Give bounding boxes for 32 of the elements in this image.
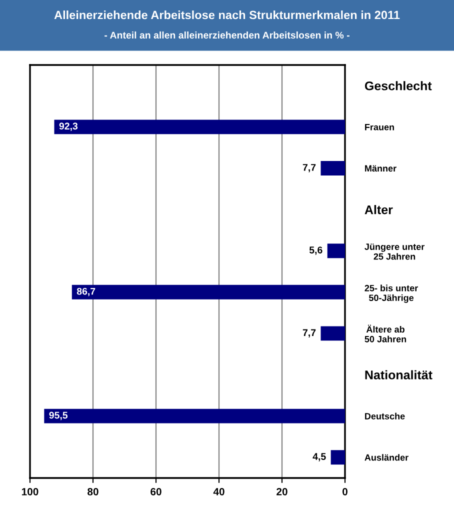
x-tick-label: 100	[22, 488, 38, 496]
chart-title: Alleinerziehende Arbeitslose nach Strukturmerkmalen in 2011	[54, 10, 400, 20]
bar	[320, 161, 345, 176]
bar	[72, 284, 345, 300]
data-label: 7,7	[302, 164, 316, 172]
bar	[327, 244, 345, 258]
bar	[330, 450, 345, 465]
data-label: 86,7	[76, 288, 96, 296]
data-label: 95,5	[49, 412, 68, 420]
y-tick-label: Ältere ab 50 Jahren	[364, 324, 406, 342]
x-tick-label: 80	[88, 488, 98, 496]
data-label: 92,3	[59, 122, 78, 131]
y-tick-label: Männer	[365, 165, 396, 172]
y-tick-label: Nationalität	[365, 370, 432, 380]
chart-subtitle: - Anteil an allen alleinerziehenden Arbeitslosen in % -	[104, 31, 350, 39]
y-tick-label: Deutsche	[365, 412, 405, 420]
x-tick-label: 60	[150, 488, 162, 496]
x-tick-label: 20	[276, 488, 288, 496]
y-tick-label: Frauen	[365, 124, 394, 130]
data-label: 5,6	[309, 246, 322, 255]
y-tick-label: Geschlecht	[364, 81, 432, 90]
bar	[320, 326, 345, 341]
y-tick-label: Jüngere unter 25 Jahren	[364, 244, 425, 260]
bar	[54, 120, 345, 134]
x-tick-label: 0	[342, 488, 348, 496]
data-label: 7,7	[302, 329, 316, 338]
y-tick-label: 25- bis unter 50-Jährige	[364, 284, 418, 303]
x-tick-label: 40	[213, 488, 224, 496]
y-tick-label: Ausländer	[364, 454, 408, 461]
y-tick-label: Alter	[364, 205, 393, 214]
bar	[44, 408, 345, 424]
data-label: 4,5	[312, 453, 326, 462]
